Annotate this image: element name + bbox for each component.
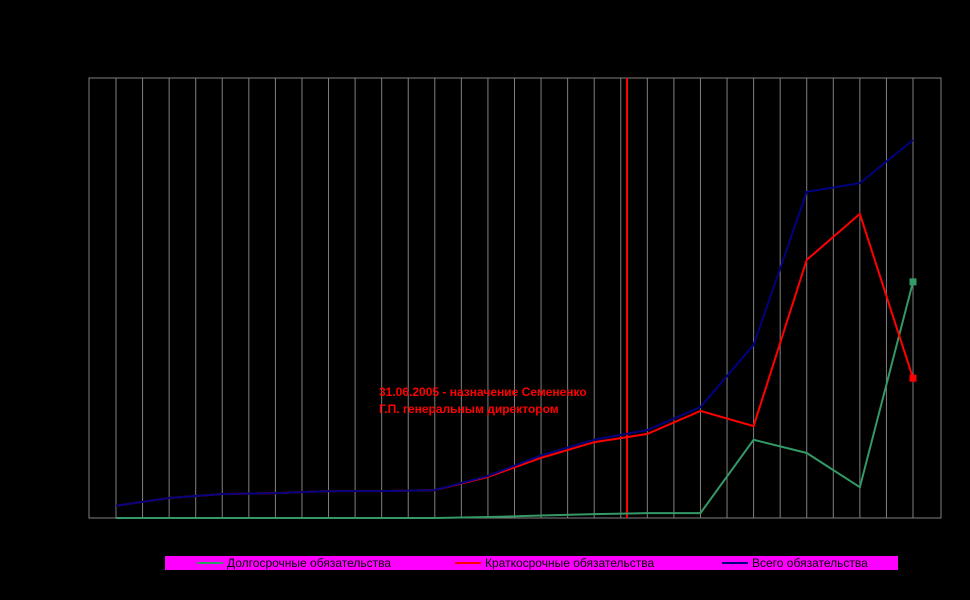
- legend: [165, 556, 898, 570]
- annotation: 31.06.2005 - назначение Семененко: [379, 385, 587, 399]
- end-marker: [909, 278, 917, 286]
- annotation: Г.П. генеральным директором: [379, 402, 559, 416]
- end-marker: [909, 374, 917, 382]
- grid: [115, 78, 914, 518]
- legend-label: Долгосрочные обязательства: [227, 556, 391, 570]
- series-line: [116, 281, 914, 519]
- series-line: [115, 139, 914, 507]
- legend-label: Всего обязательства: [752, 556, 868, 570]
- legend-label: Краткосрочные обязательства: [485, 556, 655, 570]
